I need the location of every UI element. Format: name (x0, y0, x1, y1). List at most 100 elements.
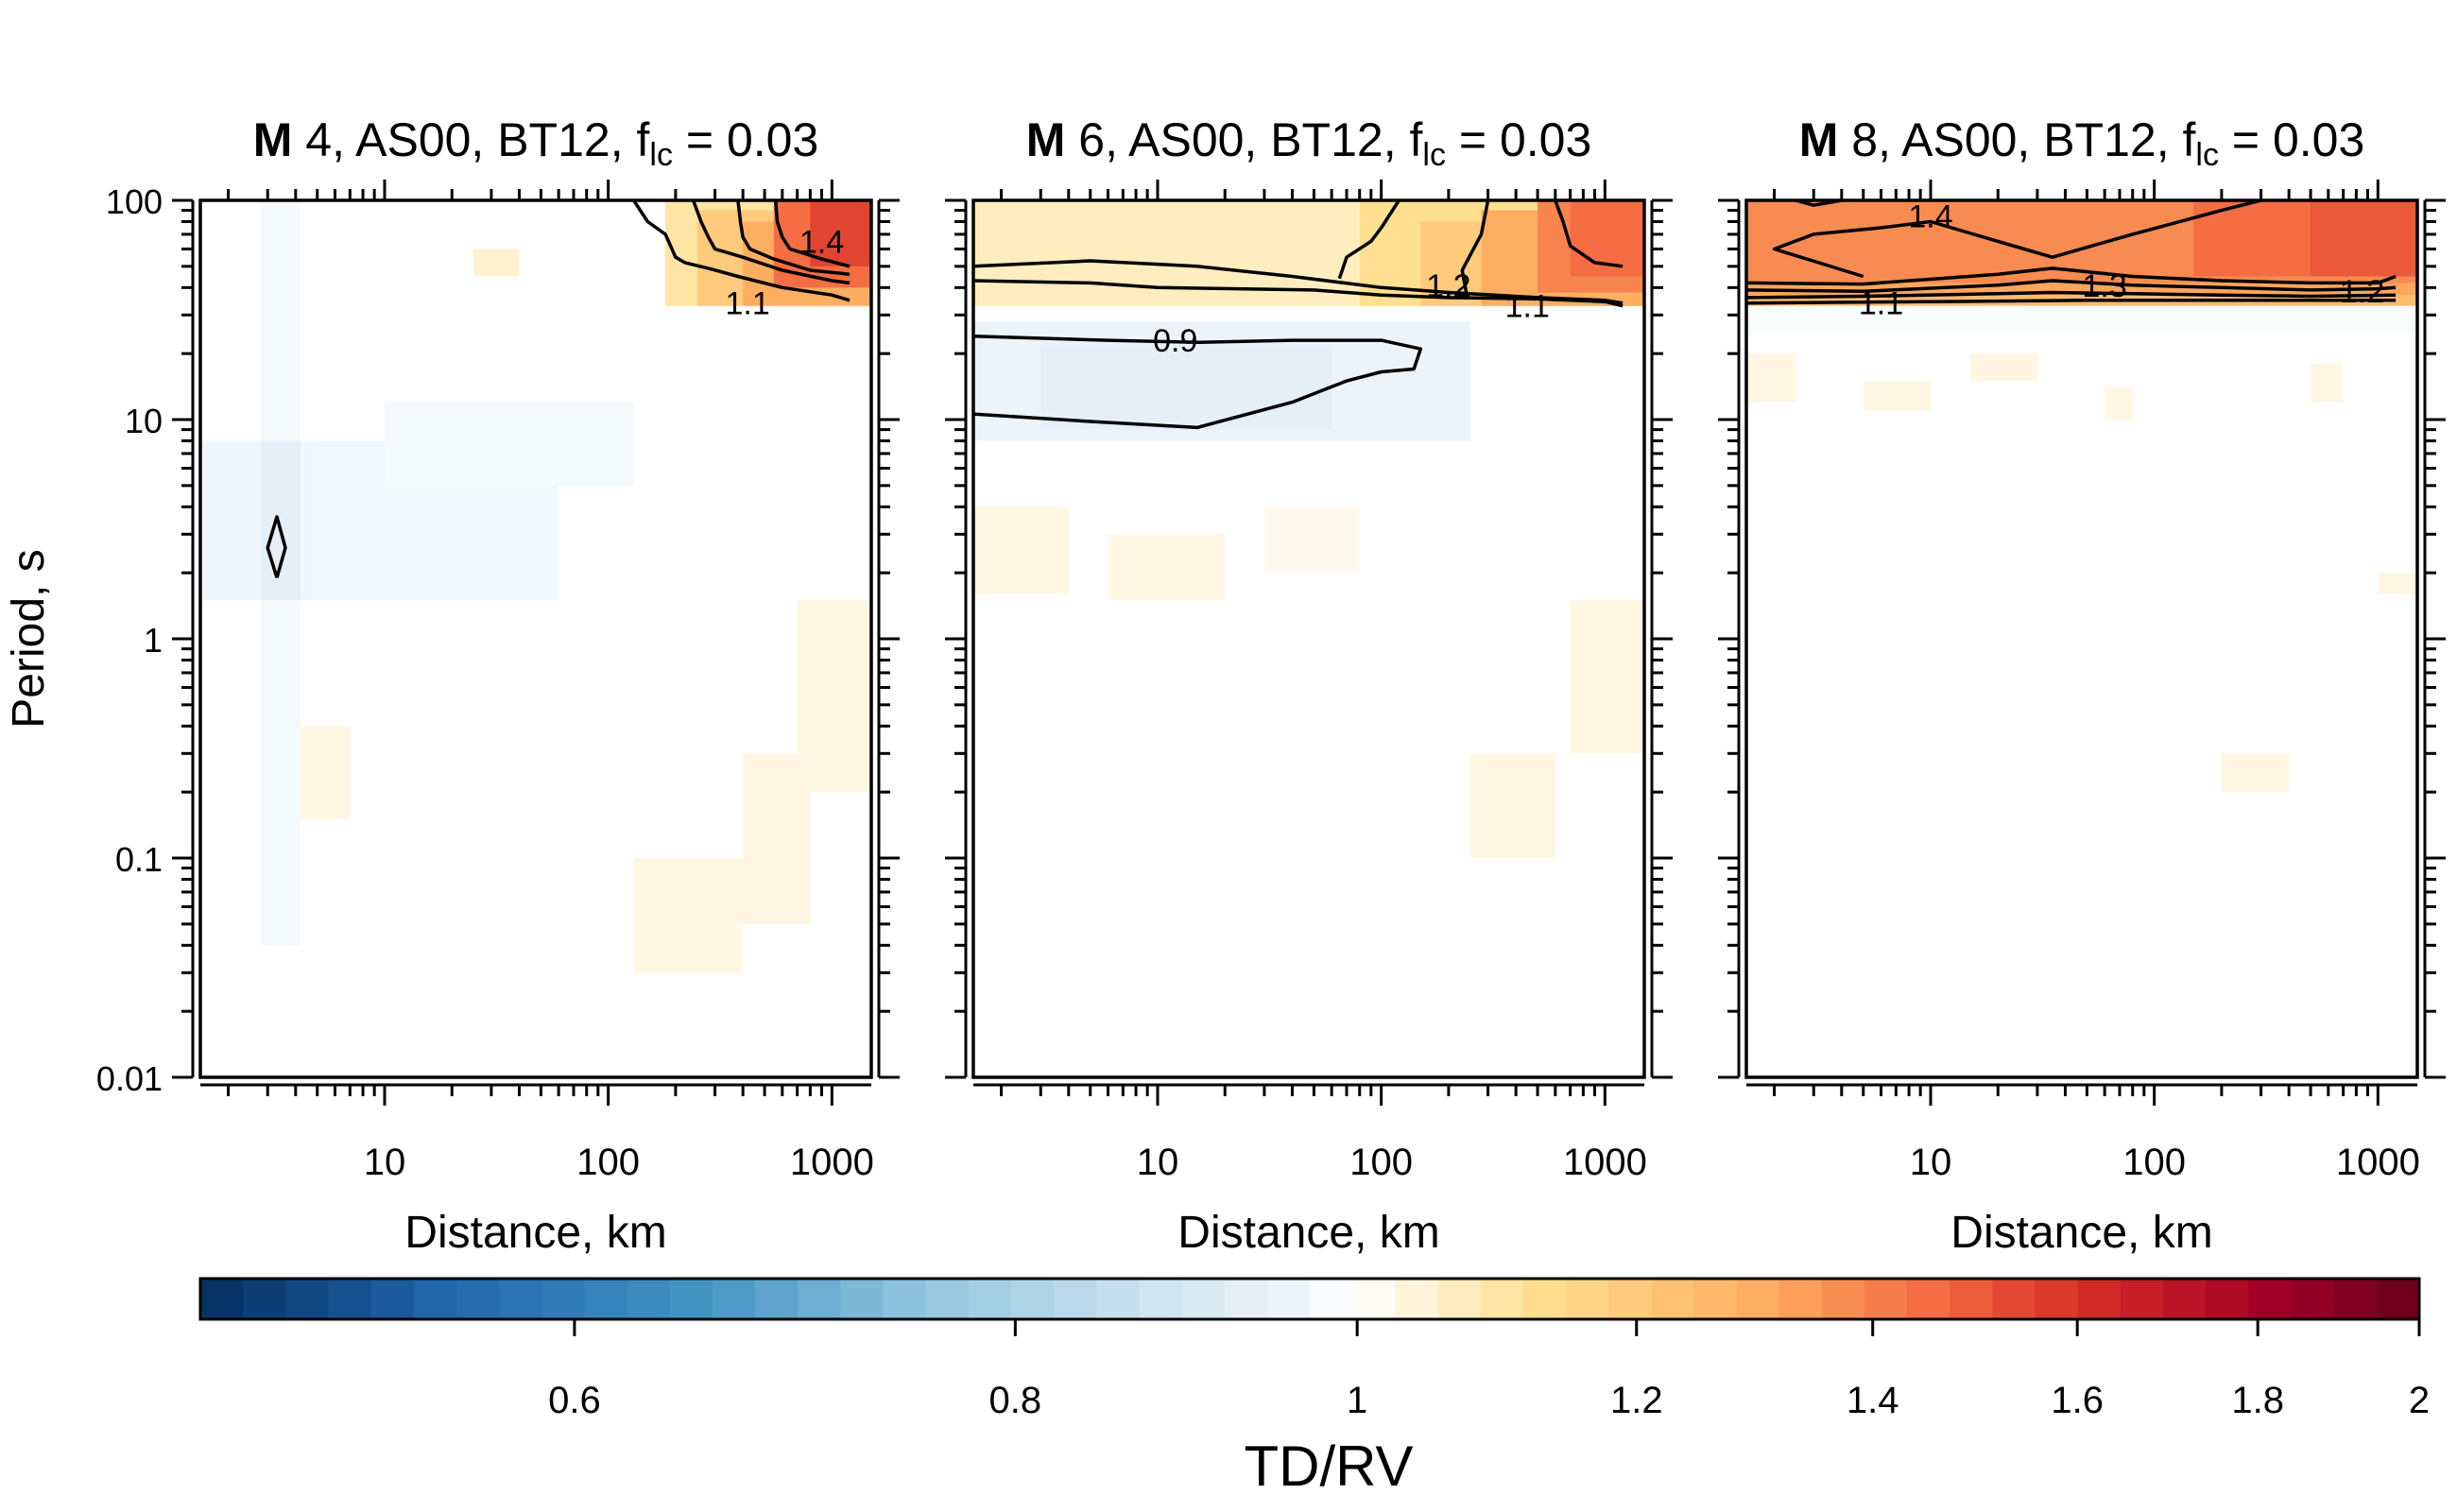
colorbar-swatch (1778, 1279, 1823, 1319)
panel-title: M 8, AS00, BT12, flc = 0.03 (1799, 113, 2365, 173)
panel-title: M 4, AS00, BT12, flc = 0.03 (253, 113, 819, 173)
colorbar-swatch (541, 1279, 586, 1319)
heatmap-cell (1863, 381, 1931, 411)
colorbar-tick-label: 1.2 (1610, 1380, 1663, 1421)
heatmap-cell (2311, 363, 2344, 403)
heatmap-cell (1746, 305, 2417, 333)
colorbar-swatch (925, 1279, 970, 1319)
y-tick-label: 0.1 (115, 840, 163, 879)
colorbar-swatch (1352, 1279, 1397, 1319)
contour-label: 1.1 (726, 286, 770, 322)
contour-line (1554, 200, 1624, 268)
heatmap-cell (261, 440, 301, 601)
colorbar-swatch (328, 1279, 372, 1319)
heatmap-cell (797, 600, 871, 793)
y-tick-label: 10 (125, 402, 163, 440)
contour-line (691, 200, 850, 285)
colorbar-swatch (1736, 1279, 1780, 1319)
y-tick-label: 100 (106, 182, 163, 221)
heatmap-cell (633, 858, 744, 973)
contour-line (632, 200, 850, 302)
colorbar-swatch (1608, 1279, 1653, 1319)
heatmap-cell (2311, 200, 2417, 277)
x-tick-label: 1000 (1563, 1142, 1647, 1183)
colorbar-swatch (243, 1279, 287, 1319)
heatmap-cell (1969, 353, 2037, 382)
colorbar-swatch (2333, 1279, 2378, 1319)
contour-lines: 1.1 1.4 (266, 200, 850, 578)
colorbar-tick-label: 1.8 (2231, 1380, 2284, 1421)
contour-line (1746, 266, 2397, 286)
contour-label: 1.1 (1859, 286, 1903, 322)
colorbar-tick-label: 0.6 (548, 1380, 601, 1421)
contour-line (1772, 200, 2262, 279)
heatmap-cell (2105, 387, 2133, 420)
colorbar-tick-label: 1 (1347, 1380, 1367, 1421)
x-axis-label: Distance, km (1950, 1208, 2212, 1258)
heatmap-cell (473, 249, 520, 277)
colorbar-swatch (1139, 1279, 1183, 1319)
contour-label: 0.9 (1153, 323, 1197, 359)
colorbar-swatch (1821, 1279, 1865, 1319)
x-tick-label: 1000 (2336, 1142, 2420, 1183)
colorbar-swatch (499, 1279, 543, 1319)
y-axis-label: Period, s (4, 549, 54, 728)
colorbar-swatch (1693, 1279, 1738, 1319)
colorbar: 0.6 0.8 1 1.2 1.4 1.6 1.8 2 TD/RV (198, 1277, 2430, 1498)
x-tick-label: 1000 (790, 1142, 874, 1183)
colorbar-swatch (1992, 1279, 2036, 1319)
colorbar-swatch (1950, 1279, 1994, 1319)
axis-ticks (1718, 180, 2446, 1106)
colorbar-label: TD/RV (1245, 1435, 1414, 1498)
colorbar-swatch (1054, 1279, 1098, 1319)
colorbar-swatch (2163, 1279, 2208, 1319)
colorbar-swatch (1181, 1279, 1226, 1319)
x-tick-label: 100 (1349, 1142, 1413, 1183)
contour-label: 1.2 (2340, 274, 2384, 310)
heatmap-cell (1040, 344, 1332, 430)
colorbar-swatch (1480, 1279, 1524, 1319)
x-tick-label: 10 (1910, 1142, 1952, 1183)
heatmap-cell (2378, 573, 2417, 594)
heatmap-cell (1108, 534, 1226, 601)
axis-ticks (172, 180, 900, 1106)
contour-line (1746, 299, 2397, 305)
colorbar-swatch (755, 1279, 799, 1319)
heatmap-cell (1570, 600, 1644, 754)
colorbar-swatch (1224, 1279, 1268, 1319)
x-tick-label: 10 (364, 1142, 406, 1183)
x-tick-label: 100 (2122, 1142, 2186, 1183)
panel-3: 1.4 1.3 1.2 1.1 10 100 1000 Distance, km M 8, AS… (1718, 113, 2446, 1258)
contour-lines: 0.91.11.2 (973, 200, 1624, 430)
colorbar-swatch (1395, 1279, 1439, 1319)
colorbar-swatch (669, 1279, 713, 1319)
contour-label: 1.3 (2083, 268, 2127, 304)
colorbar-swatch (1266, 1279, 1311, 1319)
colorbar-tick-label: 1.6 (2051, 1380, 2104, 1421)
colorbar-swatch (1907, 1279, 1951, 1319)
x-axis-label: Distance, km (404, 1208, 666, 1258)
colorbar-swatch (2248, 1279, 2293, 1319)
contour-label: 1.4 (1908, 198, 1952, 234)
x-axis-label: Distance, km (1177, 1208, 1439, 1258)
colorbar-tick-label: 1.4 (1847, 1380, 1899, 1421)
contour-line (1746, 290, 2397, 300)
heatmap-cell (300, 726, 351, 820)
colorbar-swatch (2206, 1279, 2250, 1319)
contour-line (1337, 200, 1400, 280)
colorbar-swatch (2035, 1279, 2079, 1319)
plot-frame (198, 198, 873, 1079)
y-tick-label: 0.01 (96, 1059, 163, 1098)
colorbar-swatch (1864, 1279, 1908, 1319)
contour-label: 1.4 (799, 224, 844, 260)
colorbar-swatch (2376, 1279, 2420, 1319)
colorbar-swatch (712, 1279, 756, 1319)
y-tick-label: 1 (144, 621, 163, 660)
x-tick-label: 100 (576, 1142, 640, 1183)
colorbar-swatch (1651, 1279, 1695, 1319)
axis-ticks (945, 180, 1673, 1106)
colorbar-swatch (627, 1279, 671, 1319)
colorbar-swatch (455, 1279, 500, 1319)
